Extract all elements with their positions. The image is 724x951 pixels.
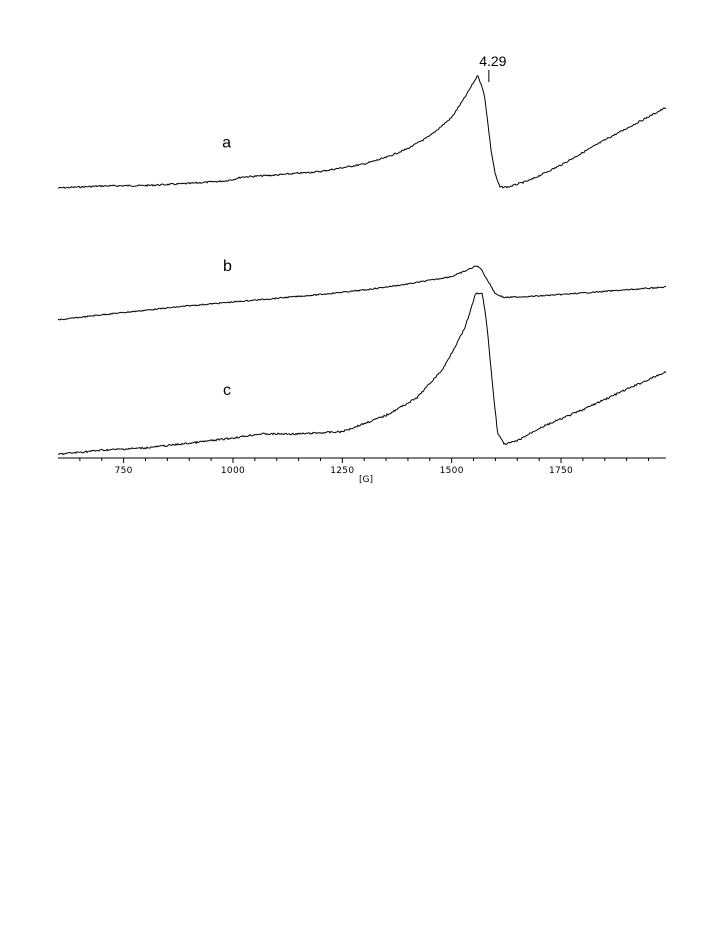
trace-labels: a b c (222, 135, 232, 399)
series-line-a (57, 75, 667, 189)
series-line-c (57, 292, 667, 456)
x-tick-label: 1750 (549, 466, 573, 476)
trace-label-c: c (223, 382, 231, 399)
x-axis-title: [G] (359, 475, 373, 485)
trace-label-b: b (223, 258, 232, 275)
x-axis-ticks: 750 1000 1250 1500 1750 (79, 458, 650, 476)
x-tick-label: 1250 (330, 466, 354, 476)
spectra-traces (57, 75, 667, 456)
x-tick-label: 1000 (221, 466, 245, 476)
peak-annotation-label: 4.29 (479, 53, 506, 69)
series-line-b (57, 265, 667, 321)
x-tick-label: 1500 (440, 466, 464, 476)
x-tick-label: 750 (115, 466, 133, 476)
trace-label-a: a (222, 135, 231, 152)
peak-annotation: 4.29 (479, 53, 507, 82)
